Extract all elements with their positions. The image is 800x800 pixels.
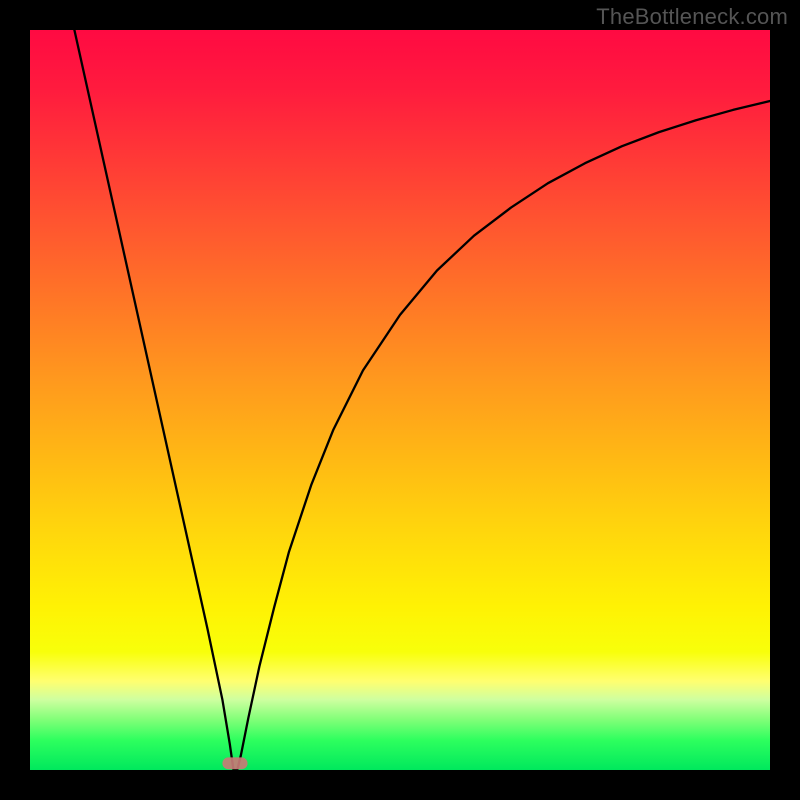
watermark-text: TheBottleneck.com <box>596 4 788 30</box>
bottleneck-chart <box>0 0 800 800</box>
optimal-marker <box>222 757 247 769</box>
chart-background <box>30 30 770 770</box>
chart-frame: TheBottleneck.com <box>0 0 800 800</box>
